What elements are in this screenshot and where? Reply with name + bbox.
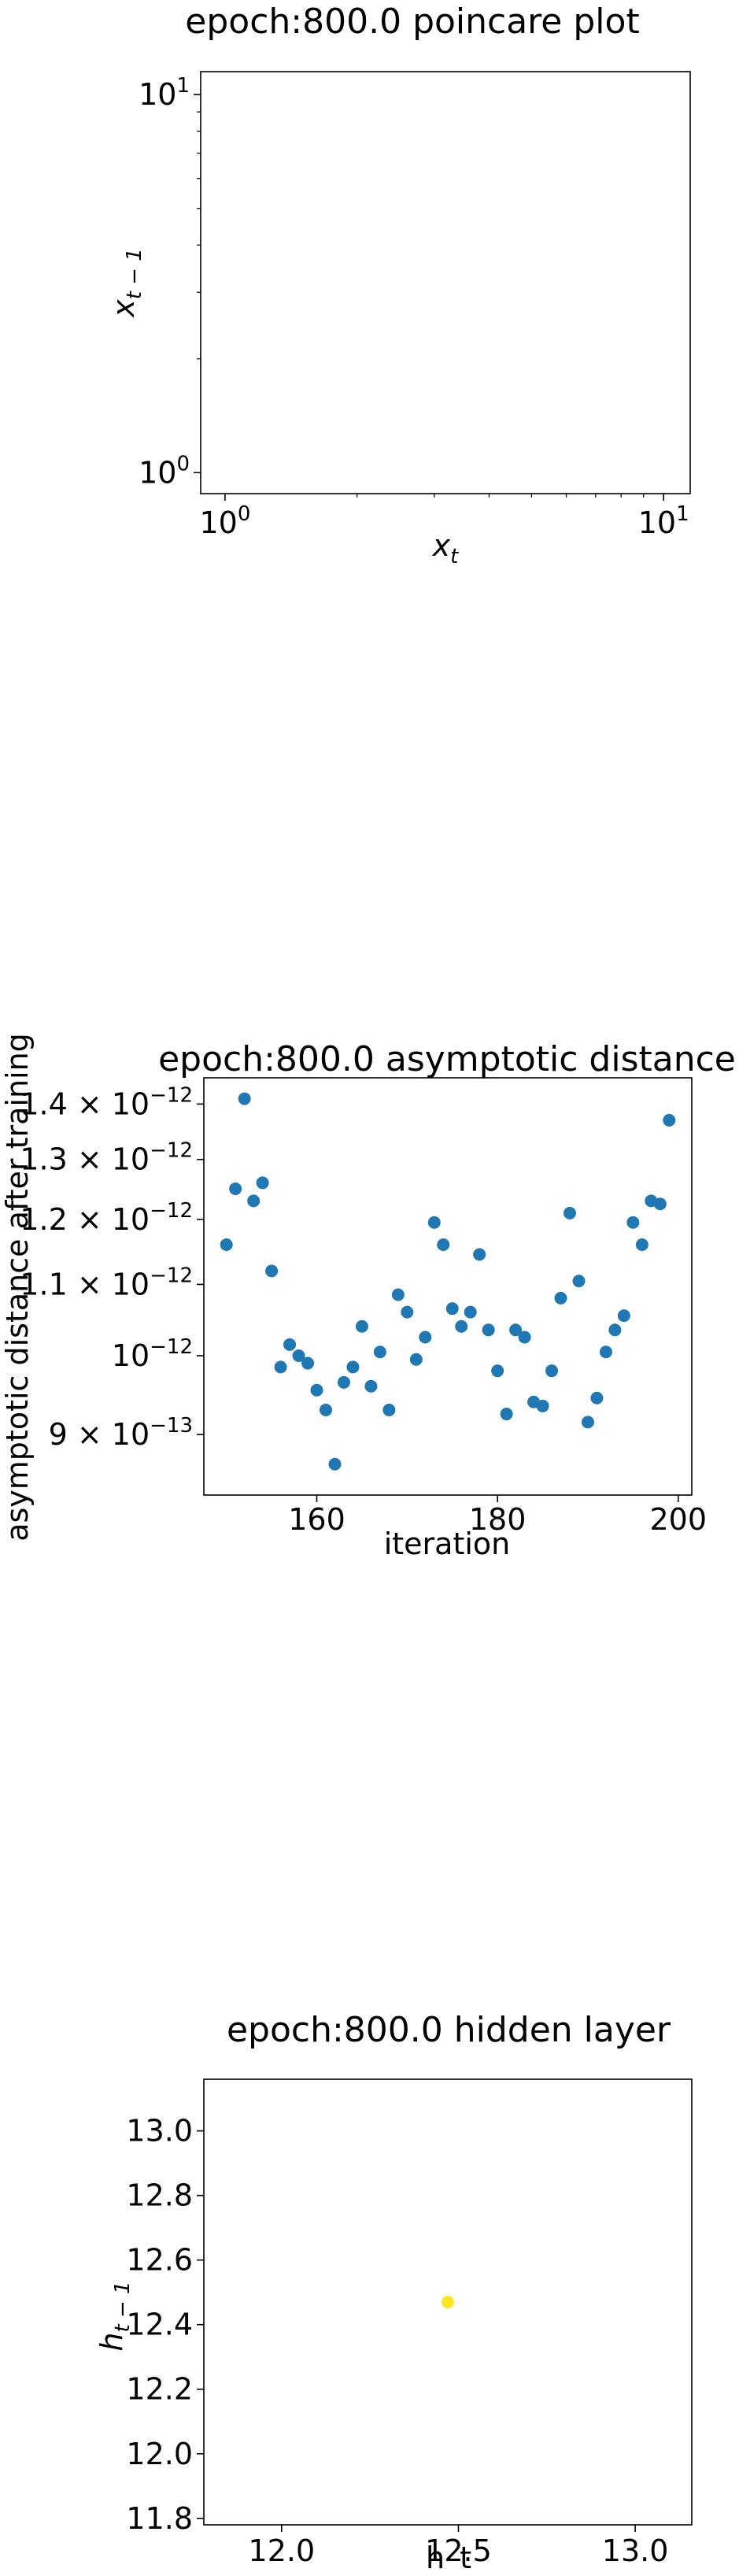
asymptotic-panel: epoch:800.0 asymptotic distance 160 180 20…	[0, 1033, 736, 1561]
asymptotic-point	[636, 1238, 648, 1251]
asymptotic-point	[275, 1360, 287, 1373]
asymptotic-xlabel: iteration	[384, 1527, 511, 1561]
asymptotic-point	[446, 1302, 459, 1315]
poincare-title: epoch:800.0 poincare plot	[185, 2, 639, 42]
asymptotic-point	[519, 1331, 531, 1344]
asymptotic-point	[392, 1288, 405, 1301]
asymptotic-point	[600, 1345, 612, 1358]
asymptotic-point	[247, 1194, 260, 1207]
asymptotic-y-tick-label: 1.2 × 10−12	[20, 1199, 193, 1237]
asymptotic-point	[338, 1376, 350, 1389]
asymptotic-y-tick-label: 9 × 10−13	[49, 1414, 193, 1452]
poincare-xlabel: xt	[432, 528, 460, 568]
hidden-layer-xlabel: h_t	[426, 2541, 471, 2573]
asymptotic-point	[428, 1216, 441, 1229]
asymptotic-point	[257, 1176, 269, 1189]
hidden-layer-y-tick-label: 13.0	[126, 2114, 193, 2149]
hidden-layer-y-tick-label: 12.0	[126, 2437, 193, 2471]
asymptotic-point	[572, 1275, 585, 1287]
asymptotic-points	[220, 1093, 676, 1471]
hidden-layer-ticks: 12.0 12.5 13.011.812.012.212.412.612.813.0	[126, 2114, 668, 2568]
hidden-layer-x-tick-label: 12.0	[249, 2533, 316, 2568]
asymptotic-point	[229, 1183, 242, 1195]
hidden-layer-x-tick-label: 13.0	[602, 2533, 669, 2568]
asymptotic-point	[238, 1093, 251, 1105]
hidden-layer-ylabel: ht − 1	[94, 2281, 135, 2351]
asymptotic-title: epoch:800.0 asymptotic distance	[158, 1039, 736, 1079]
hidden-layer-y-tick-label: 11.8	[126, 2501, 193, 2536]
poincare-y-tick-label: 100	[139, 452, 190, 490]
asymptotic-point	[537, 1400, 549, 1412]
poincare-axes-frame	[201, 72, 690, 494]
asymptotic-point	[328, 1458, 341, 1471]
poincare-ylabel: xt − 1	[106, 248, 146, 318]
asymptotic-axes-frame	[204, 1078, 692, 1495]
poincare-y-tick-label: 101	[139, 74, 190, 112]
asymptotic-point	[301, 1357, 314, 1370]
asymptotic-point	[491, 1364, 504, 1377]
asymptotic-y-tick-label: 1.1 × 10−12	[20, 1264, 193, 1301]
asymptotic-point	[455, 1320, 467, 1333]
asymptotic-point	[501, 1408, 513, 1420]
poincare-ticks: 100 101 100 101	[139, 74, 689, 540]
poincare-panel: epoch:800.0 poincare plot 100 101 100 101 x…	[106, 2, 690, 568]
asymptotic-point	[618, 1309, 630, 1322]
asymptotic-point	[555, 1292, 567, 1305]
asymptotic-point	[437, 1238, 449, 1251]
hidden-layer-y-tick-label: 12.6	[126, 2243, 193, 2278]
asymptotic-point	[464, 1306, 477, 1319]
asymptotic-y-tick-label: 1.3 × 10−12	[20, 1139, 193, 1177]
hidden-layer-title: epoch:800.0 hidden layer	[227, 2010, 671, 2050]
asymptotic-point	[364, 1380, 377, 1393]
asymptotic-y-tick-label: 1.4 × 10−12	[20, 1083, 193, 1121]
hidden-layer-points	[442, 2296, 454, 2308]
hidden-layer-y-tick-label: 12.4	[126, 2308, 193, 2342]
asymptotic-ylabel: asymptotic distance after training	[0, 1033, 35, 1542]
asymptotic-x-tick-label: 160	[288, 1502, 345, 1537]
asymptotic-point	[283, 1338, 296, 1351]
asymptotic-x-tick-label: 200	[650, 1502, 708, 1537]
asymptotic-y-tick-label: 10−12	[112, 1335, 193, 1373]
asymptotic-point	[563, 1207, 576, 1220]
asymptotic-point	[663, 1114, 675, 1127]
hidden-layer-y-tick-label: 12.2	[126, 2372, 193, 2407]
asymptotic-point	[320, 1404, 332, 1416]
asymptotic-point	[582, 1416, 594, 1428]
asymptotic-point	[346, 1360, 359, 1373]
asymptotic-point	[545, 1364, 558, 1377]
hidden-layer-point	[442, 2296, 454, 2308]
asymptotic-point	[311, 1384, 323, 1397]
asymptotic-point	[626, 1216, 639, 1229]
hidden-layer-y-tick-label: 12.8	[126, 2178, 193, 2213]
asymptotic-point	[590, 1392, 603, 1405]
poincare-x-tick-label: 101	[638, 502, 689, 540]
asymptotic-point	[220, 1238, 233, 1251]
asymptotic-point	[265, 1264, 278, 1277]
asymptotic-point	[473, 1248, 486, 1260]
asymptotic-point	[608, 1323, 621, 1336]
asymptotic-point	[654, 1197, 667, 1210]
asymptotic-point	[356, 1320, 368, 1333]
asymptotic-point	[374, 1345, 386, 1358]
asymptotic-point	[410, 1353, 423, 1366]
asymptotic-point	[401, 1306, 413, 1319]
asymptotic-point	[419, 1331, 431, 1344]
asymptotic-point	[382, 1404, 395, 1416]
asymptotic-point	[482, 1323, 495, 1336]
poincare-x-tick-label: 100	[199, 502, 250, 540]
hidden-layer-panel: epoch:800.0 hidden layer 12.0 12.5 13.011.…	[94, 2010, 692, 2573]
